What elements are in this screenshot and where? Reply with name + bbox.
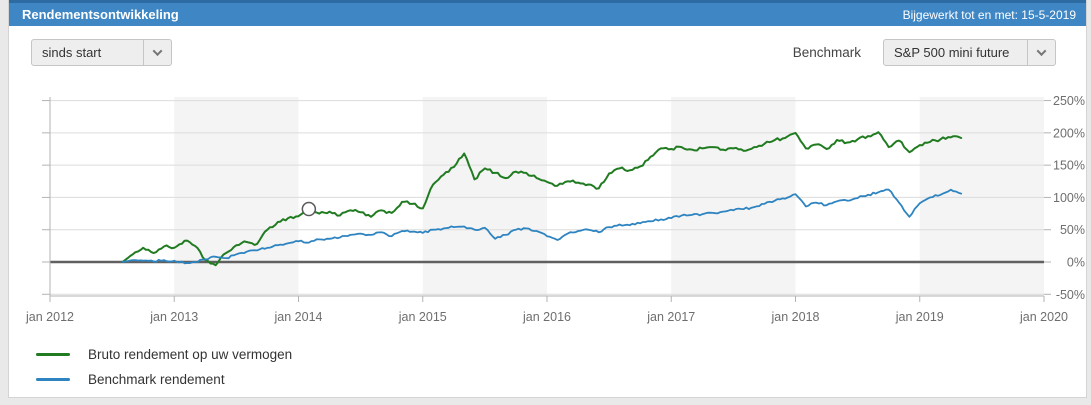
y-axis-label: 250%: [1053, 94, 1085, 108]
legend-swatch-bruto: [36, 353, 70, 356]
x-axis-label: jan 2020: [1019, 310, 1068, 324]
x-axis-label: jan 2019: [895, 310, 944, 324]
series-line-bruto: [121, 131, 963, 267]
point-marker[interactable]: [301, 201, 317, 217]
x-axis-label: jan 2012: [25, 310, 74, 324]
returns-panel: Rendementsontwikkeling Bijgewerkt tot en…: [8, 0, 1087, 398]
y-axis-label: 200%: [1053, 126, 1085, 140]
year-band: [174, 97, 299, 296]
y-axis-label: 150%: [1053, 159, 1085, 173]
y-axis-label: -50%: [1056, 288, 1085, 302]
year-band: [422, 97, 547, 296]
legend-item-benchmark[interactable]: Benchmark rendement: [36, 370, 1086, 389]
panel-header: Rendementsontwikkeling Bijgewerkt tot en…: [9, 0, 1086, 26]
x-axis-label: jan 2017: [646, 310, 695, 324]
benchmark-select[interactable]: S&P 500 mini future: [883, 39, 1056, 66]
chart-controls: sinds start Benchmark S&P 500 mini futur…: [9, 26, 1086, 88]
x-axis-label: jan 2018: [771, 310, 820, 324]
x-axis-label: jan 2015: [398, 310, 447, 324]
chevron-down-icon: [143, 40, 171, 65]
panel-title: Rendementsontwikkeling: [22, 7, 179, 22]
year-band: [671, 97, 796, 296]
period-select-value: sinds start: [42, 45, 102, 60]
legend-swatch-benchmark: [36, 378, 70, 381]
legend-item-bruto[interactable]: Bruto rendement op uw vermogen: [36, 345, 1086, 364]
period-select[interactable]: sinds start: [31, 39, 172, 66]
y-axis-label: 0%: [1067, 256, 1085, 270]
y-axis-label: 50%: [1060, 223, 1085, 237]
legend-label: Benchmark rendement: [88, 372, 225, 387]
benchmark-select-value: S&P 500 mini future: [894, 45, 1010, 60]
legend-label: Bruto rendement op uw vermogen: [88, 347, 293, 362]
chart-legend: Bruto rendement op uw vermogen Benchmark…: [36, 345, 1086, 389]
benchmark-group: Benchmark S&P 500 mini future: [793, 39, 1056, 66]
benchmark-label: Benchmark: [792, 45, 861, 60]
panel-updated-label: Bijgewerkt tot en met: 15-5-2019: [902, 7, 1076, 22]
returns-chart: 250% 200% 150% 100% 50% 0% -50% jan 2012 jan 201…: [25, 94, 1085, 324]
chevron-down-icon: [1027, 40, 1055, 65]
y-axis-label: 100%: [1053, 191, 1085, 205]
x-axis-label: jan 2014: [274, 310, 323, 324]
x-axis-label: jan 2013: [149, 310, 198, 324]
series-line-benchmark: [121, 188, 963, 265]
x-axis-label: jan 2016: [522, 310, 571, 324]
